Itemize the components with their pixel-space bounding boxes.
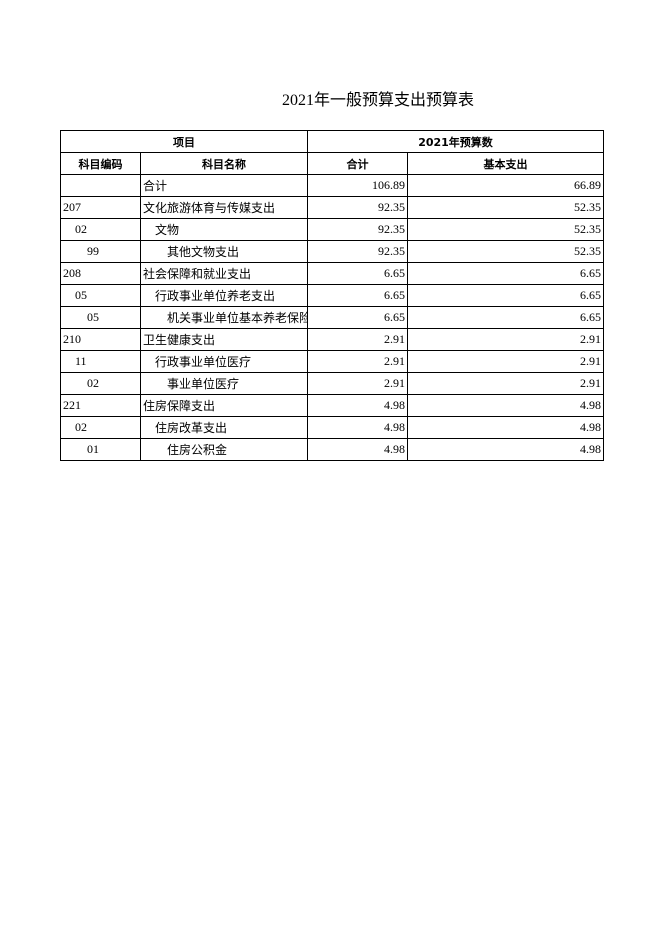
code-cell: 01 — [60, 438, 141, 461]
data-row: 02 文物 92.35 52.35 — [60, 218, 604, 241]
name-cell: 文物 — [140, 218, 308, 241]
total-cell: 6.65 — [307, 306, 408, 329]
data-row: 221 住房保障支出 4.98 4.98 — [60, 394, 604, 417]
basic-cell: 4.98 — [407, 394, 604, 417]
total-cell: 4.98 — [307, 394, 408, 417]
name-cell: 住房公积金 — [140, 438, 308, 461]
total-cell: 92.35 — [307, 240, 408, 263]
total-cell: 4.98 — [307, 416, 408, 439]
basic-cell: 2.91 — [407, 350, 604, 373]
code-cell — [60, 174, 141, 197]
data-row: 207 文化旅游体育与传媒支出 92.35 52.35 — [60, 196, 604, 219]
basic-cell: 2.91 — [407, 372, 604, 395]
name-cell: 行政事业单位医疗 — [140, 350, 308, 373]
code-cell: 02 — [60, 218, 141, 241]
budget-table: 项目 2021年预算数 科目编码 科目名称 合计 基本支出 合计 106.89 66… — [60, 130, 604, 461]
total-cell: 2.91 — [307, 350, 408, 373]
basic-cell: 52.35 — [407, 196, 604, 219]
basic-cell: 52.35 — [407, 218, 604, 241]
basic-cell: 66.89 — [407, 174, 604, 197]
header-row: 科目编码 科目名称 合计 基本支出 — [60, 152, 604, 175]
data-row: 05机关事业单位基本养老保险缴费支出6.656.65 — [60, 306, 604, 329]
code-cell: 208 — [60, 262, 141, 285]
total-cell: 106.89 — [307, 174, 408, 197]
data-row: 05 行政事业单位养老支出 6.65 6.65 — [60, 284, 604, 307]
code-cell: 99 — [60, 240, 141, 263]
name-cell: 事业单位医疗 — [140, 372, 308, 395]
total-cell: 92.35 — [307, 218, 408, 241]
code-cell: 207 — [60, 196, 141, 219]
data-row: 99 其他文物支出 92.35 52.35 — [60, 240, 604, 263]
basic-cell: 6.65 — [407, 306, 604, 329]
code-cell: 02 — [60, 372, 141, 395]
name-cell: 住房改革支出 — [140, 416, 308, 439]
data-row: 02 事业单位医疗 2.91 2.91 — [60, 372, 604, 395]
code-cell: 02 — [60, 416, 141, 439]
code-cell: 11 — [60, 350, 141, 373]
header-cell: 科目名称 — [140, 152, 308, 175]
total-cell: 92.35 — [307, 196, 408, 219]
basic-cell: 2.91 — [407, 328, 604, 351]
data-row: 208 社会保障和就业支出 6.65 6.65 — [60, 262, 604, 285]
data-row: 01 住房公积金 4.98 4.98 — [60, 438, 604, 461]
header-cell: 2021年预算数 — [307, 130, 604, 153]
total-cell: 6.65 — [307, 262, 408, 285]
header-row: 项目 2021年预算数 — [60, 130, 604, 153]
total-cell: 2.91 — [307, 328, 408, 351]
total-cell: 6.65 — [307, 284, 408, 307]
basic-cell: 4.98 — [407, 438, 604, 461]
header-cell: 项目 — [60, 130, 308, 153]
code-cell: 05 — [60, 284, 141, 307]
name-cell: 其他文物支出 — [140, 240, 308, 263]
basic-cell: 6.65 — [407, 262, 604, 285]
basic-cell: 6.65 — [407, 284, 604, 307]
total-cell: 4.98 — [307, 438, 408, 461]
name-cell: 合计 — [140, 174, 308, 197]
basic-cell: 52.35 — [407, 240, 604, 263]
header-cell: 基本支出 — [407, 152, 604, 175]
name-cell: 文化旅游体育与传媒支出 — [140, 196, 308, 219]
code-cell: 210 — [60, 328, 141, 351]
name-cell: 机关事业单位基本养老保险缴费支出 — [140, 306, 308, 329]
header-cell: 合计 — [307, 152, 408, 175]
basic-cell: 4.98 — [407, 416, 604, 439]
data-row: 11 行政事业单位医疗 2.91 2.91 — [60, 350, 604, 373]
data-row: 合计 106.89 66.89 — [60, 174, 604, 197]
data-row: 02 住房改革支出 4.98 4.98 — [60, 416, 604, 439]
name-cell: 住房保障支出 — [140, 394, 308, 417]
header-cell: 科目编码 — [60, 152, 141, 175]
name-cell: 社会保障和就业支出 — [140, 262, 308, 285]
name-cell: 卫生健康支出 — [140, 328, 308, 351]
data-row: 210 卫生健康支出 2.91 2.91 — [60, 328, 604, 351]
title: 2021年一般预算支出预算表 — [281, 92, 474, 109]
code-cell: 221 — [60, 394, 141, 417]
code-cell: 05 — [60, 306, 141, 329]
total-cell: 2.91 — [307, 372, 408, 395]
name-cell: 行政事业单位养老支出 — [140, 284, 308, 307]
